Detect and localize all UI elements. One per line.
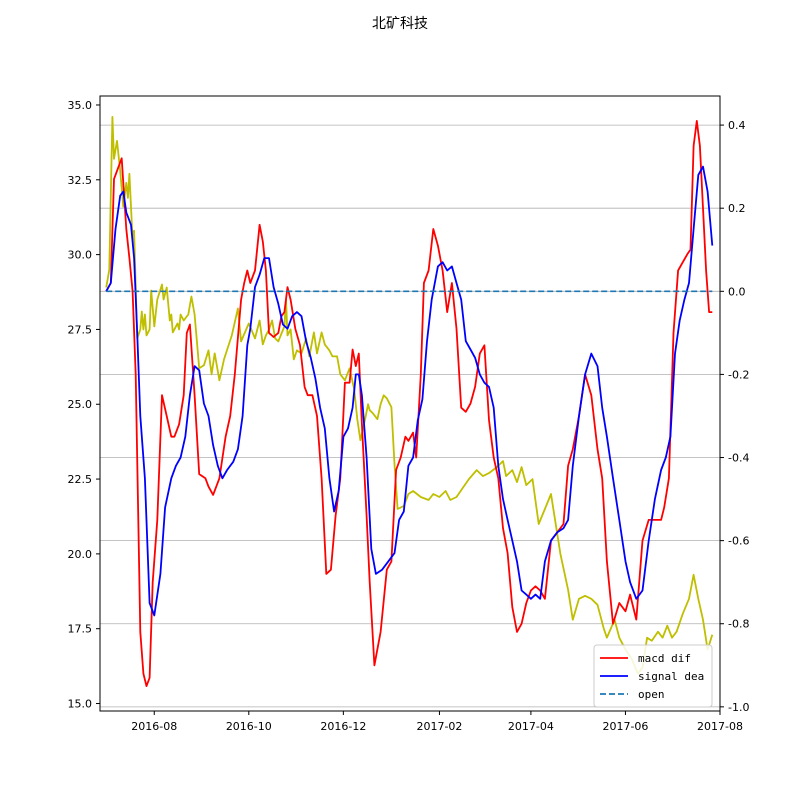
x-tick-label: 2017-04 [508, 720, 554, 733]
legend-box [593, 644, 713, 708]
y-right-tick-label: -0.8 [728, 618, 749, 631]
series-line-price [105, 116, 714, 675]
series-line-macd-dif [105, 120, 713, 687]
y-left-tick-label: 20.0 [68, 548, 93, 561]
plot-frame [99, 95, 721, 712]
y-right-tick-label: -1.0 [728, 701, 749, 714]
x-tick-label: 2017-02 [416, 720, 462, 733]
y-left-tick-label: 15.0 [68, 698, 93, 711]
y-left-tick-label: 17.5 [68, 623, 93, 636]
y-left-tick-label: 32.5 [68, 174, 93, 187]
y-right-tick-label: -0.4 [728, 452, 749, 465]
x-tick-label: 2016-12 [320, 720, 366, 733]
y-left-tick-label: 25.0 [68, 398, 93, 411]
y-left-tick-label: 35.0 [68, 99, 93, 112]
legend: macd dif signal dea open [593, 644, 713, 708]
legend-label: open [638, 688, 665, 701]
grid-lines [100, 124, 720, 708]
chart-title: 北矿科技 [372, 16, 428, 32]
y-left-tick-label: 22.5 [68, 473, 93, 486]
x-tick-label: 2016-10 [226, 720, 272, 733]
y-right-tick-label: 0.2 [728, 202, 746, 215]
x-axis: 2016-08 2016-10 2016-12 2017-02 2017-04 2017-… [131, 711, 743, 733]
y-right-tick-label: -0.6 [728, 535, 749, 548]
x-tick-label: 2017-06 [602, 720, 648, 733]
y-left-tick-label: 30.0 [68, 249, 93, 262]
series-line-signal-dea [105, 165, 714, 617]
legend-label: macd dif [638, 652, 691, 665]
y-right-tick-label: 0.0 [728, 285, 746, 298]
y-right-tick-label: 0.4 [728, 119, 746, 132]
y-axis-right: -1.0 -0.8 -0.6 -0.4 -0.2 0.0 0.2 0.4 [720, 119, 749, 714]
x-tick-label: 2016-08 [131, 720, 177, 733]
legend-label: signal dea [638, 670, 704, 683]
series-layer [105, 116, 714, 687]
y-right-tick-label: -0.2 [728, 368, 749, 381]
y-axis-left: 15.0 17.5 20.0 22.5 25.0 27.5 30.0 32.5 35.0 [68, 99, 100, 711]
y-left-tick-label: 27.5 [68, 323, 93, 336]
x-tick-label: 2017-08 [697, 720, 743, 733]
